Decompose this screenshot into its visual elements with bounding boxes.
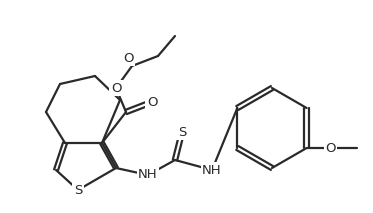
Text: O: O — [123, 52, 133, 65]
Text: O: O — [147, 95, 157, 108]
Text: S: S — [178, 125, 186, 138]
Text: NH: NH — [202, 164, 222, 177]
Text: S: S — [74, 184, 82, 197]
Text: NH: NH — [138, 168, 158, 181]
Text: S: S — [74, 184, 82, 197]
Text: O: O — [325, 141, 336, 154]
Text: O: O — [147, 95, 157, 108]
Text: O: O — [111, 82, 121, 95]
Text: O: O — [111, 82, 121, 95]
Text: S: S — [178, 125, 186, 138]
